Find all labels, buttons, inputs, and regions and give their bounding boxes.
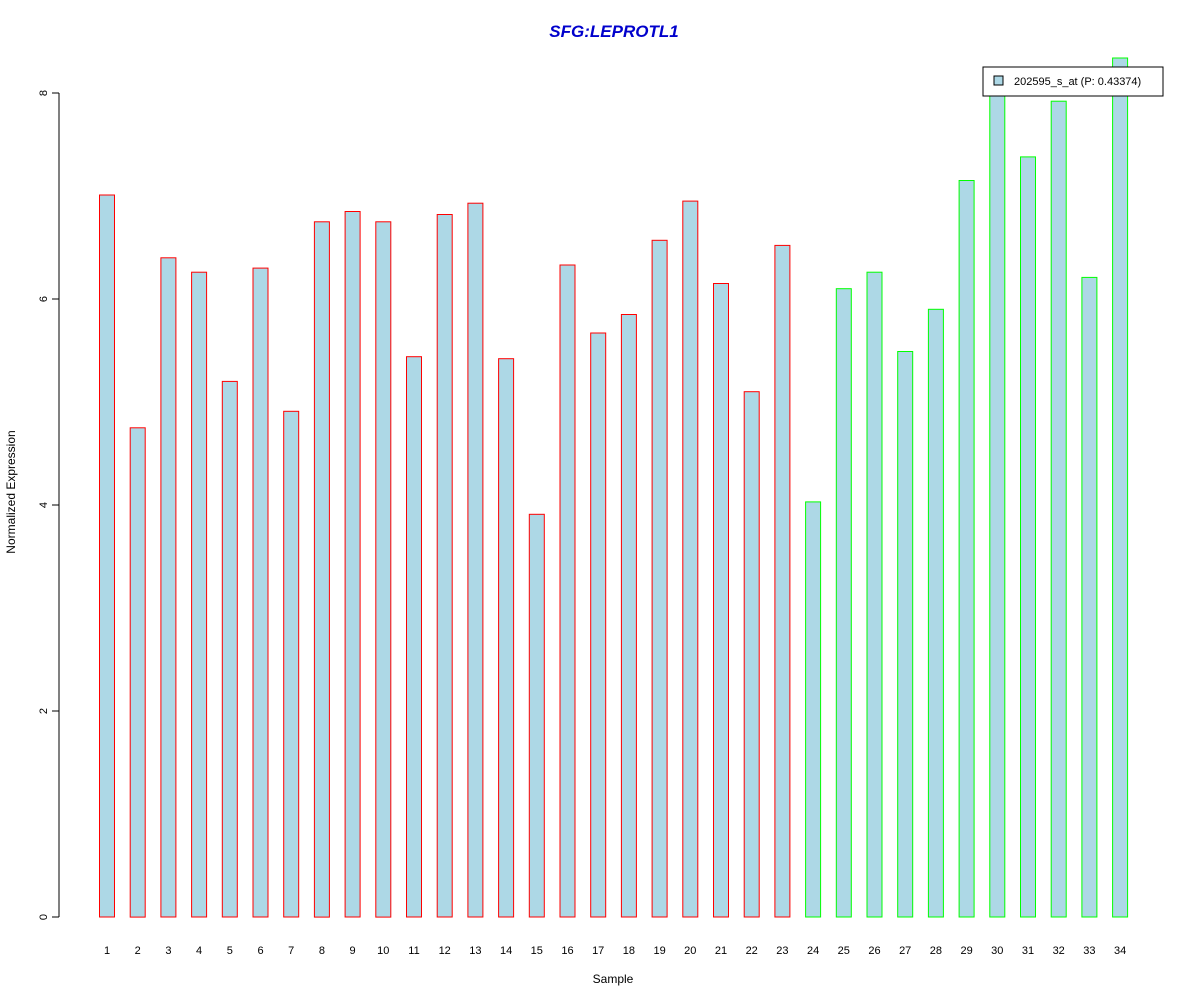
x-tick-label: 14: [500, 945, 512, 957]
x-tick-label: 32: [1053, 945, 1065, 957]
bar-sample-14: [498, 358, 515, 918]
x-tick-label: 30: [991, 945, 1003, 957]
x-tick-label: 8: [319, 945, 325, 957]
bar-sample-9: [344, 211, 361, 918]
x-tick-label: 3: [165, 945, 171, 957]
x-tick-label: 17: [592, 945, 604, 957]
x-tick-label: 21: [715, 945, 727, 957]
bar-sample-12: [436, 214, 453, 918]
x-tick-label: 19: [653, 945, 665, 957]
x-tick-label: 27: [899, 945, 911, 957]
x-tick-label: 5: [227, 945, 233, 957]
x-tick-label: 26: [868, 945, 880, 957]
chart-title: SFG:LEPROTL1: [549, 22, 678, 41]
bar-sample-13: [467, 202, 484, 918]
bar-sample-4: [191, 271, 208, 918]
x-tick-label: 29: [960, 945, 972, 957]
bar-sample-2: [129, 427, 146, 918]
x-tick-label: 34: [1114, 945, 1126, 957]
x-tick-label: 7: [288, 945, 294, 957]
x-tick-label: 20: [684, 945, 696, 957]
bar-sample-32: [1050, 100, 1067, 918]
bar-sample-18: [620, 314, 637, 918]
x-tick-label: 18: [623, 945, 635, 957]
bar-sample-26: [866, 271, 883, 918]
x-tick-label: 28: [930, 945, 942, 957]
bar-sample-27: [897, 351, 914, 918]
bars-group: [99, 57, 1129, 918]
x-tick-label: 16: [561, 945, 573, 957]
bar-sample-10: [375, 221, 392, 918]
y-tick-label: 0: [38, 914, 50, 920]
bar-sample-19: [651, 239, 668, 918]
x-tick-label: 23: [776, 945, 788, 957]
bar-sample-28: [927, 308, 944, 918]
y-tick-label: 8: [38, 90, 50, 96]
x-tick-label: 2: [135, 945, 141, 957]
x-tick-label: 13: [469, 945, 481, 957]
bar-sample-20: [682, 200, 699, 918]
x-tick-label: 33: [1083, 945, 1095, 957]
x-tick-label: 24: [807, 945, 819, 957]
bar-sample-3: [160, 257, 177, 918]
x-tick-label: 22: [746, 945, 758, 957]
bar-sample-23: [774, 244, 791, 918]
y-tick-label: 4: [38, 502, 50, 508]
bar-sample-8: [313, 221, 330, 918]
legend: 202595_s_at (P: 0.43374): [982, 66, 1164, 97]
bar-sample-17: [590, 332, 607, 918]
bar-sample-15: [528, 513, 545, 918]
legend-label: 202595_s_at (P: 0.43374): [1014, 76, 1141, 88]
y-tick-label: 2: [38, 708, 50, 714]
legend-box: [982, 66, 1164, 97]
bar-sample-7: [283, 410, 300, 918]
x-axis-label: Sample: [593, 972, 634, 986]
x-tick-label: 25: [838, 945, 850, 957]
x-tick-label: 4: [196, 945, 202, 957]
x-tick-label: 9: [350, 945, 356, 957]
y-axis: 0 2 4 6 8: [38, 90, 60, 920]
y-axis-label: Normalized Expression: [4, 430, 18, 553]
bar-sample-29: [958, 180, 975, 918]
x-tick-label: 6: [257, 945, 263, 957]
bar-sample-1: [99, 194, 115, 918]
bar-sample-21: [713, 283, 729, 918]
bar-sample-30: [989, 82, 1006, 918]
bar-sample-25: [835, 288, 852, 918]
bar-sample-16: [559, 264, 576, 918]
bar-sample-31: [1020, 156, 1036, 918]
x-tick-label: 1: [104, 945, 110, 957]
y-tick-label: 6: [38, 296, 50, 302]
bar-sample-34: [1112, 57, 1129, 918]
x-tick-label: 12: [439, 945, 451, 957]
bar-sample-5: [221, 380, 238, 918]
x-tick-label: 10: [377, 945, 389, 957]
x-tick-labels: 1 2 3 4 5 6 7 8 9 10 11 12 13 14 15 16 17 18 19 20 21 22 23 24 2…: [104, 945, 1126, 957]
x-tick-label: 31: [1022, 945, 1034, 957]
bar-sample-22: [743, 391, 760, 918]
bar-sample-33: [1081, 276, 1098, 918]
legend-swatch: [993, 75, 1004, 86]
x-tick-label: 11: [408, 945, 419, 957]
x-tick-label: 15: [531, 945, 543, 957]
bar-sample-11: [406, 356, 422, 918]
bar-sample-24: [805, 501, 822, 918]
bar-sample-6: [252, 267, 269, 918]
